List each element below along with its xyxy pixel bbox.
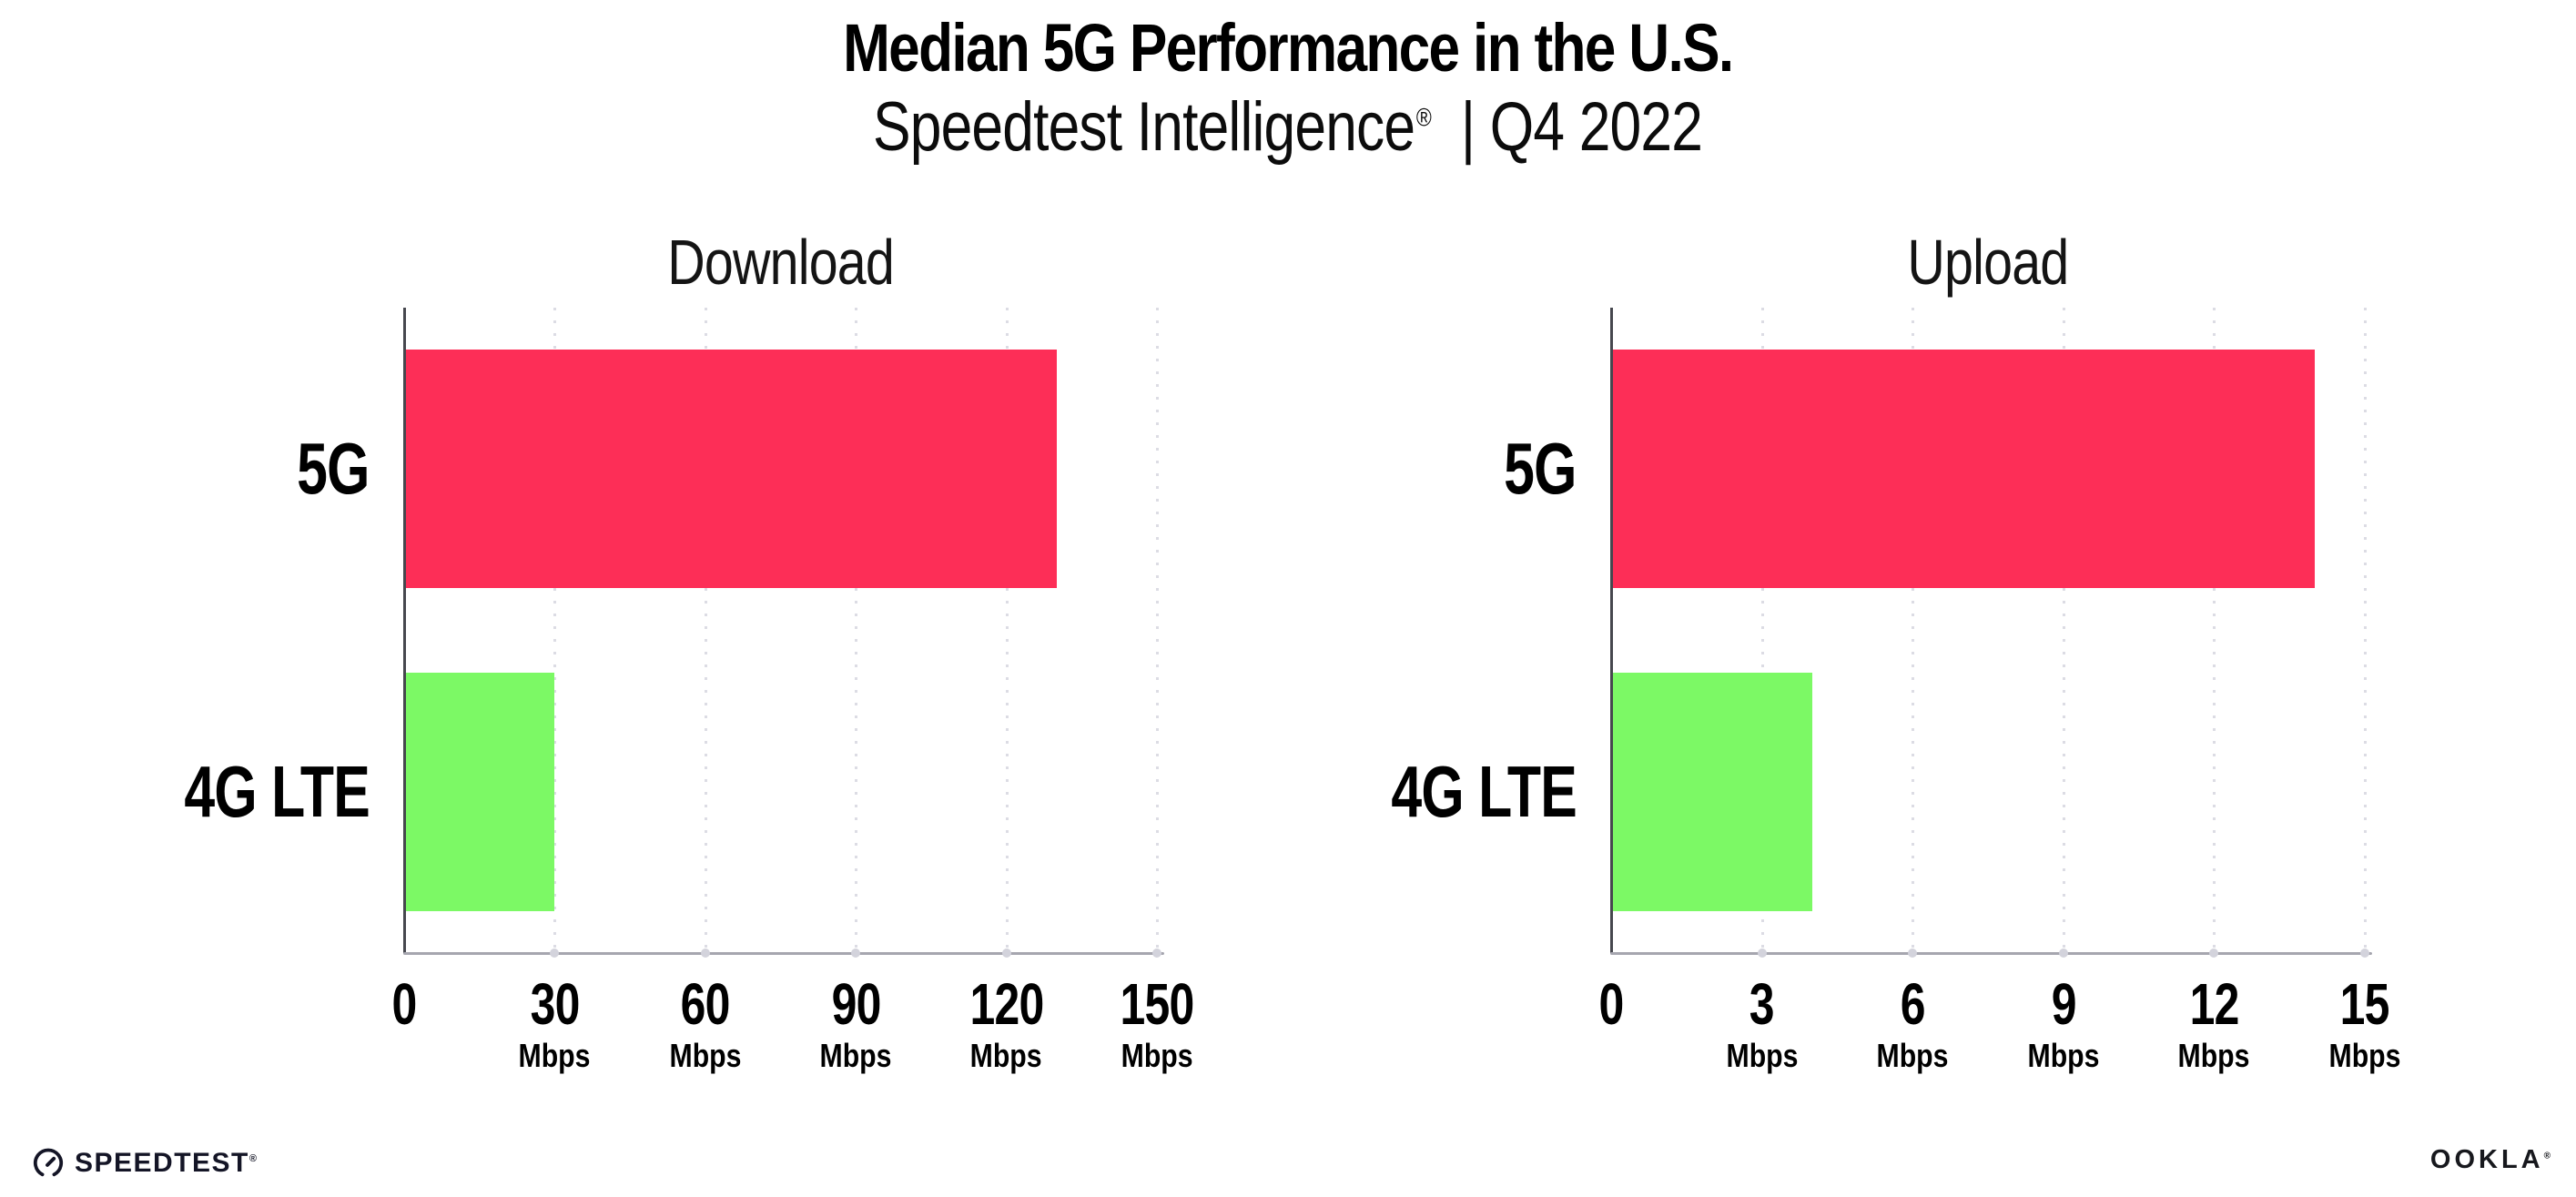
registered-mark: ®	[2543, 1151, 2551, 1161]
bar-4g-lte-download	[404, 672, 555, 911]
gridline-9	[2062, 308, 2065, 953]
gridline-30	[553, 308, 557, 953]
bar-5g-upload	[1611, 350, 2315, 589]
page-subtitle: Speedtest Intelligence® | Q4 2022	[0, 87, 2576, 167]
subtitle-brand: Speedtest Intelligence	[873, 88, 1415, 166]
x-tick-label-150: 150 Mbps	[1120, 971, 1195, 1074]
y-axis-line	[403, 308, 406, 953]
x-tick-label-0: 0	[391, 971, 418, 1037]
axis-tick-dot-60	[700, 948, 710, 958]
page-subtitle-text: Speedtest Intelligence® | Q4 2022	[873, 87, 1703, 167]
gridline-3	[1760, 308, 1764, 953]
speedtest-wordmark: SPEEDTEST®	[75, 1148, 257, 1178]
upload-x-axis-ticks: 0 3 Mbps 6 Mbps 9 Mbps 12 Mbps 15 Mbps	[0, 974, 2576, 1120]
axis-tick-dot-9	[2058, 948, 2068, 958]
ookla-logo: OOKLA®	[2430, 1145, 2551, 1175]
ookla-wordmark: OOKLA	[2429, 1145, 2544, 1174]
subtitle-period: | Q4 2022	[1461, 88, 1703, 166]
gridline-60	[704, 308, 707, 953]
download-plot-area	[403, 308, 1164, 958]
gridline-90	[855, 308, 858, 953]
gridline-150	[1156, 308, 1159, 953]
axis-tick-dot-3	[1757, 948, 1767, 958]
x-tick-label-15: 15 Mbps	[2328, 971, 2401, 1074]
page-title: Median 5G Performance in the U.S.	[0, 9, 2576, 86]
x-axis-line	[1610, 952, 2372, 955]
registered-mark: ®	[248, 1153, 257, 1164]
upload-plot-area	[1610, 308, 2372, 958]
category-label-4g-lte: 4G LTE	[1391, 750, 1577, 832]
x-tick-label-3: 3 Mbps	[1726, 971, 1799, 1074]
bar-5g-download	[404, 350, 1057, 589]
x-tick-label-6: 6 Mbps	[1876, 971, 1949, 1074]
category-label-5g: 5G	[297, 428, 370, 510]
y-axis-line	[1610, 308, 1613, 953]
axis-tick-dot-150	[1152, 948, 1161, 958]
upload-chart-title: Upload	[1907, 227, 2070, 298]
download-category-labels: 5G 4G LTE	[0, 308, 370, 953]
category-label-5g: 5G	[1504, 428, 1577, 510]
download-chart-title: Download	[667, 227, 895, 298]
x-tick-label-12: 12 Mbps	[2177, 971, 2250, 1074]
speedtest-logo: SPEEDTEST®	[33, 1148, 257, 1179]
page-title-text: Median 5G Performance in the U.S.	[843, 10, 1734, 86]
x-tick-label-30: 30 Mbps	[518, 971, 591, 1074]
speedtest-gauge-icon	[33, 1148, 64, 1177]
x-tick-label-90: 90 Mbps	[819, 971, 892, 1074]
x-tick-label-0: 0	[1598, 971, 1625, 1037]
axis-tick-dot-30	[550, 948, 560, 958]
axis-tick-dot-15	[2360, 948, 2369, 958]
axis-tick-dot-12	[2209, 948, 2219, 958]
registered-trademark-mark: ®	[1416, 103, 1432, 132]
download-x-axis-ticks: 0 30 Mbps 60 Mbps 90 Mbps 120 Mbps 150 Mbps	[0, 974, 2576, 1120]
gridline-120	[1005, 308, 1009, 953]
axis-tick-dot-6	[1908, 948, 1918, 958]
gridline-12	[2213, 308, 2216, 953]
bar-4g-lte-upload	[1611, 672, 1812, 911]
axis-tick-dot-90	[851, 948, 861, 958]
x-tick-label-120: 120 Mbps	[969, 971, 1044, 1074]
upload-category-labels: 5G 4G LTE	[1212, 308, 1577, 953]
gridline-6	[1912, 308, 1915, 953]
category-label-4g-lte: 4G LTE	[184, 750, 370, 832]
x-axis-line	[403, 952, 1164, 955]
x-tick-label-60: 60 Mbps	[669, 971, 742, 1074]
gridline-15	[2364, 308, 2367, 953]
x-tick-label-9: 9 Mbps	[2027, 971, 2100, 1074]
axis-tick-dot-120	[1001, 948, 1011, 958]
